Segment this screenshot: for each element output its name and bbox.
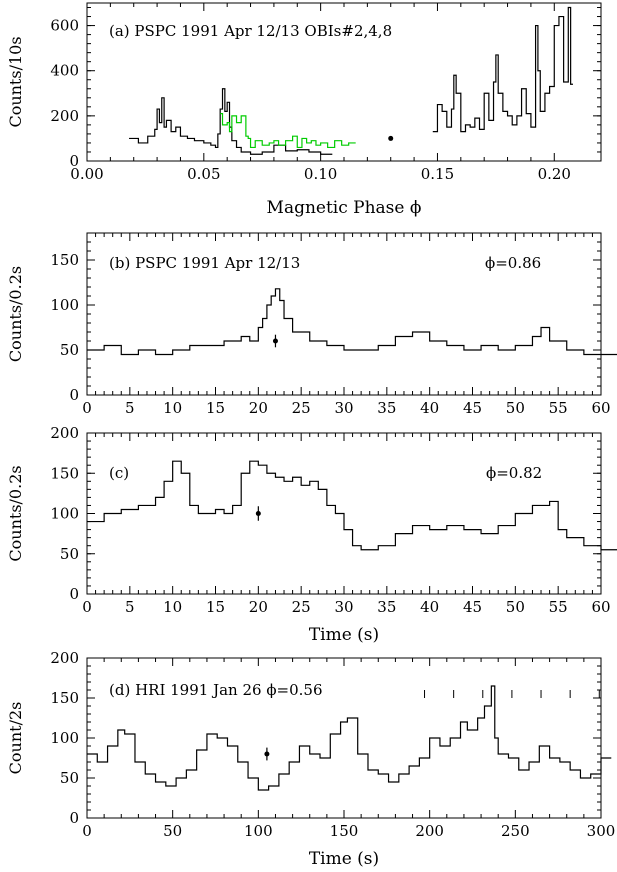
y-axis-label: Counts/0.2s (6, 266, 25, 362)
y-axis-label: Count/2s (6, 702, 25, 775)
x-tick-label: 100 (244, 822, 273, 840)
series-line-0 (87, 460, 617, 551)
x-tick-label: 35 (377, 399, 396, 417)
x-tick-label: 15 (206, 399, 225, 417)
x-tick-label: 5 (125, 598, 135, 616)
x-tick-label: 25 (292, 598, 311, 616)
x-tick-label: 45 (463, 598, 482, 616)
x-tick-label: 250 (501, 822, 530, 840)
y-tick-label: 0 (69, 809, 79, 827)
panel-annotation: (a) PSPC 1991 Apr 12/13 OBIs#2,4,8 (109, 22, 392, 40)
y-tick-label: 100 (50, 296, 79, 314)
x-tick-label: 50 (506, 399, 525, 417)
panel-d: 0 50 100 150 200 250 300 0 50 100 150 200 (d) HRI 19… (6, 649, 615, 869)
phase-label: ϕ=0.82 (486, 464, 542, 482)
y-tick-label: 200 (50, 649, 79, 667)
x-tick-label: 0 (82, 822, 92, 840)
y-axis-label: Counts/10s (6, 36, 25, 127)
x-tick-label: 150 (330, 822, 359, 840)
y-axis-label: Counts/0.2s (6, 465, 25, 561)
x-axis-label: Time (s) (309, 625, 379, 645)
x-tick-label: 40 (420, 399, 439, 417)
y-tick-label: 0 (69, 152, 79, 170)
x-tick-label: 60 (591, 399, 610, 417)
x-tick-label: 40 (420, 598, 439, 616)
panel-annotation: (d) HRI 1991 Jan 26 ϕ=0.56 (109, 681, 323, 699)
series-line-2 (220, 113, 356, 149)
y-tick-label: 100 (50, 505, 79, 523)
x-tick-label: 10 (163, 598, 182, 616)
x-tick-label: 30 (334, 399, 353, 417)
y-tick-label: 150 (50, 689, 79, 707)
x-tick-label: 5 (125, 399, 135, 417)
y-tick-label: 200 (50, 107, 79, 125)
x-tick-label: 0 (82, 399, 92, 417)
y-tick-label: 400 (50, 62, 79, 80)
x-tick-label: 0.20 (538, 165, 571, 183)
error-bar-point (388, 135, 394, 141)
x-tick-label: 60 (591, 598, 610, 616)
y-tick-label: 50 (60, 545, 79, 563)
y-tick-label: 150 (50, 251, 79, 269)
panel-annotation: (c) (109, 464, 129, 482)
panel-b: 0 5 10 15 20 25 30 35 40 45 50 55 60 0 50 100 150 (b) PSP… (6, 232, 617, 417)
x-tick-label: 300 (587, 822, 616, 840)
x-tick-label: 200 (415, 822, 444, 840)
y-tick-label: 0 (69, 386, 79, 404)
panel-a: 0.00 0.05 0.10 0.15 0.20 0 200 400 600 (a) PSPC 1… (6, 2, 602, 218)
y-tick-label: 200 (50, 424, 79, 442)
x-tick-label: 10 (163, 399, 182, 417)
x-tick-label: 0.05 (187, 165, 220, 183)
x-tick-label: 55 (549, 598, 568, 616)
x-tick-label: 0 (82, 598, 92, 616)
x-tick-label: 45 (463, 399, 482, 417)
y-tick-label: 50 (60, 769, 79, 787)
y-tick-label: 100 (50, 729, 79, 747)
series-line-0 (87, 288, 617, 356)
x-tick-label: 15 (206, 598, 225, 616)
y-tick-label: 50 (60, 341, 79, 359)
error-bar-point (272, 338, 278, 344)
panel-annotation: (b) PSPC 1991 Apr 12/13 (109, 254, 300, 272)
x-axis-label: Time (s) (309, 849, 379, 869)
y-tick-label: 0 (69, 585, 79, 603)
x-tick-label: 25 (292, 399, 311, 417)
x-tick-label: 50 (506, 598, 525, 616)
x-tick-label: 0.15 (421, 165, 454, 183)
panel-c: 0 5 10 15 20 25 30 35 40 45 50 55 60 0 50 100 150 200 (c) ϕ… (6, 424, 617, 645)
error-bar-point (255, 511, 261, 516)
series-line-0 (129, 88, 333, 155)
series-line-1 (432, 6, 573, 133)
error-bar-point (264, 751, 270, 757)
x-tick-label: 55 (549, 399, 568, 417)
x-tick-label: 20 (249, 399, 268, 417)
y-tick-label: 600 (50, 17, 79, 35)
x-tick-label: 0.00 (70, 165, 103, 183)
x-tick-label: 0.10 (304, 165, 337, 183)
x-tick-label: 30 (334, 598, 353, 616)
series-line-0 (87, 685, 612, 791)
x-tick-label: 20 (249, 598, 268, 616)
x-tick-label: 50 (163, 822, 182, 840)
y-tick-label: 150 (50, 464, 79, 482)
phase-label: ϕ=0.86 (485, 254, 541, 272)
x-axis-label: Magnetic Phase ϕ (267, 198, 422, 218)
x-tick-label: 35 (377, 598, 396, 616)
